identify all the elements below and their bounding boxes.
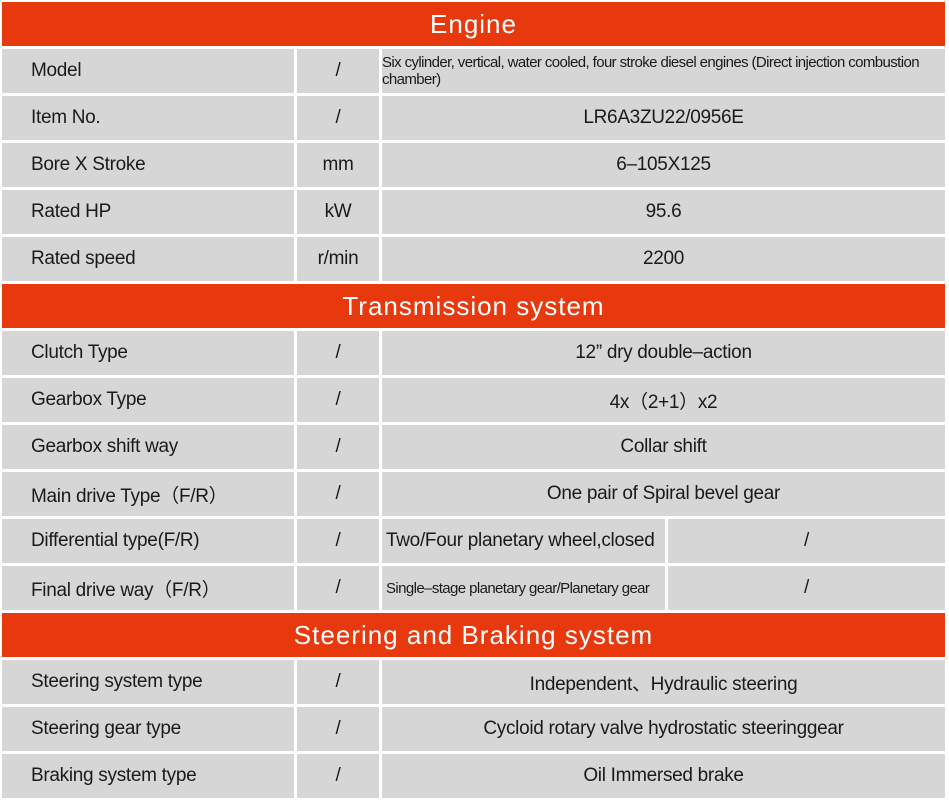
row-unit: / (297, 660, 379, 704)
row-label: Braking system type (2, 754, 294, 798)
row-unit: / (297, 49, 379, 93)
row-value: Six cylinder, vertical, water cooled, fo… (382, 49, 945, 93)
row-value: 2200 (382, 237, 945, 281)
row-label: Steering system type (2, 660, 294, 704)
table-row: Steering gear type / Cycloid rotary valve … (2, 707, 945, 751)
row-unit: / (297, 707, 379, 751)
row-unit: mm (297, 143, 379, 187)
row-unit: / (297, 96, 379, 140)
row-unit: / (297, 472, 379, 516)
row-unit: kW (297, 190, 379, 234)
row-unit: / (297, 566, 379, 610)
section-header: Transmission system (2, 284, 945, 328)
section-header: Steering and Braking system (2, 613, 945, 657)
row-unit: / (297, 519, 379, 563)
row-label: Rated speed (2, 237, 294, 281)
row-label: Rated HP (2, 190, 294, 234)
row-value-rear: / (668, 519, 945, 563)
row-label: Gearbox Type (2, 378, 294, 422)
row-value-front: Single–stage planetary gear/Planetary ge… (382, 566, 665, 610)
row-label: Main drive Type（F/R） (2, 472, 294, 516)
table-row: Gearbox shift way / Collar shift (2, 425, 945, 469)
row-label: Clutch Type (2, 331, 294, 375)
table-row: Final drive way（F/R） / Single–stage planet… (2, 566, 945, 610)
table-row: Bore X Stroke mm 6–105X125 (2, 143, 945, 187)
table-row: Differential type(F/R) / Two/Four planetar… (2, 519, 945, 563)
row-value: Oil Immersed brake (382, 754, 945, 798)
row-label: Bore X Stroke (2, 143, 294, 187)
table-row: Clutch Type/12” dry double–action (2, 331, 945, 375)
table-row: Steering system type / Independent、Hydraul… (2, 660, 945, 704)
row-unit: / (297, 331, 379, 375)
row-unit: / (297, 378, 379, 422)
row-value: 4x（2+1）x2 (382, 378, 945, 422)
table-row: Braking system type / Oil Immersed brake (2, 754, 945, 798)
section-header: Engine (2, 2, 945, 46)
row-label: Steering gear type (2, 707, 294, 751)
row-unit: r/min (297, 237, 379, 281)
row-value: 12” dry double–action (382, 331, 945, 375)
row-label: Item No. (2, 96, 294, 140)
table-row: Rated speed r/min 2200 (2, 237, 945, 281)
table-row: Rated HP kW 95.6 (2, 190, 945, 234)
row-label: Gearbox shift way (2, 425, 294, 469)
row-label: Differential type(F/R) (2, 519, 294, 563)
row-value: Independent、Hydraulic steering (382, 660, 945, 704)
row-unit: / (297, 754, 379, 798)
table-row: Gearbox Type/4x（2+1）x2 (2, 378, 945, 422)
row-value: LR6A3ZU22/0956E (382, 96, 945, 140)
row-value: Collar shift (382, 425, 945, 469)
row-value: 95.6 (382, 190, 945, 234)
row-label: Final drive way（F/R） (2, 566, 294, 610)
table-row: Item No. / LR6A3ZU22/0956E (2, 96, 945, 140)
row-value-rear: / (668, 566, 945, 610)
row-label: Model (2, 49, 294, 93)
table-row: Model / Six cylinder, vertical, water cool… (2, 49, 945, 93)
row-value: Cycloid rotary valve hydrostatic steerin… (382, 707, 945, 751)
row-value: 6–105X125 (382, 143, 945, 187)
row-value-front: Two/Four planetary wheel,closed (382, 519, 665, 563)
row-value: One pair of Spiral bevel gear (382, 472, 945, 516)
table-row: Main drive Type（F/R） / One pair of Spiral … (2, 472, 945, 516)
row-unit: / (297, 425, 379, 469)
